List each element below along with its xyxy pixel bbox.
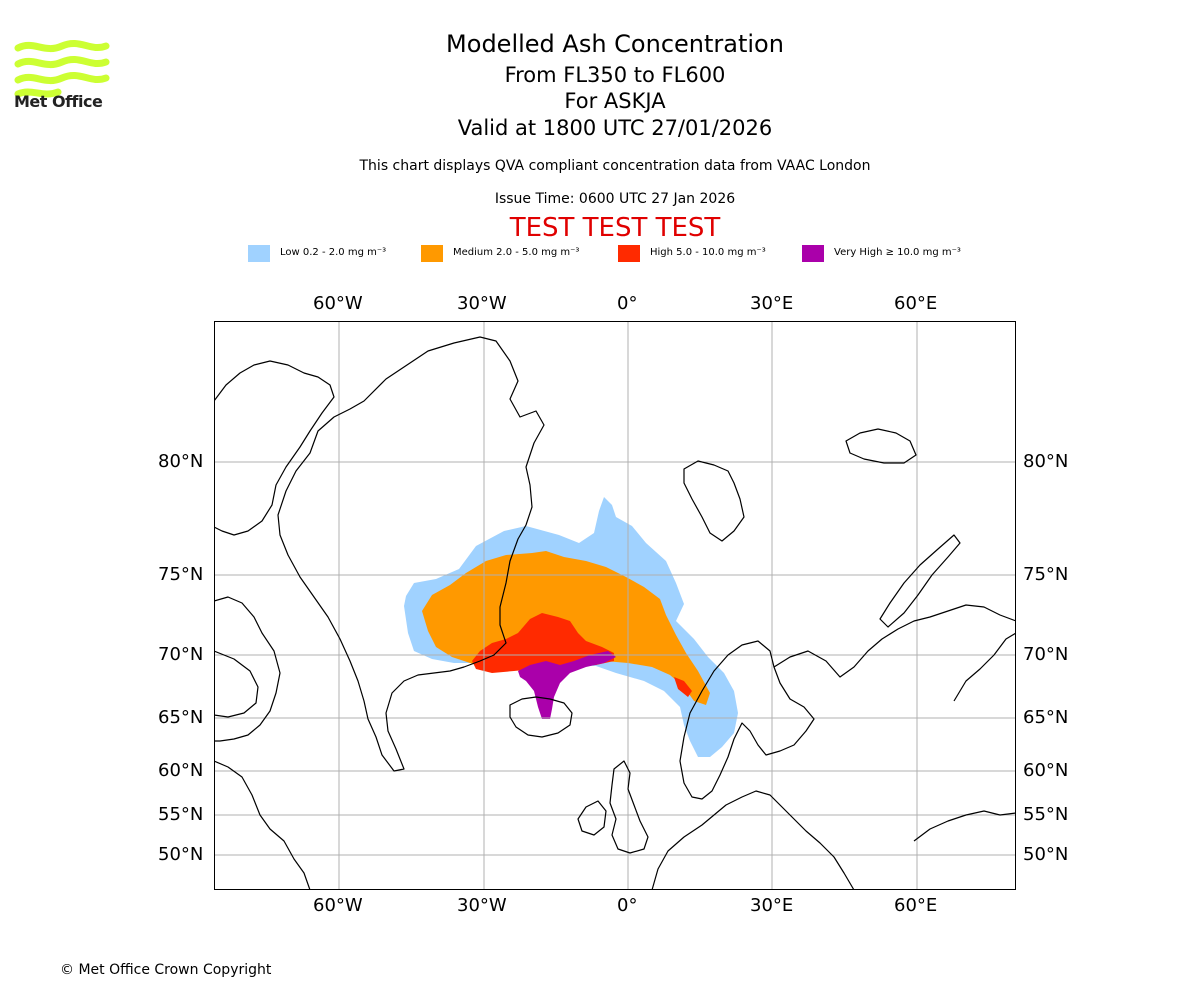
coast-franz-josef: [845, 428, 917, 464]
coast-novaya-zemlya: [879, 534, 961, 628]
lon-label-bottom: 60°W: [313, 895, 363, 916]
copyright-notice: © Met Office Crown Copyright: [60, 962, 272, 978]
flight-level-range: From FL350 to FL600: [504, 63, 726, 87]
lat-label-right: 60°N: [1023, 760, 1069, 781]
legend-swatch-medium: [421, 245, 443, 262]
coast-europe: [651, 790, 855, 890]
logo-text: Met Office: [14, 92, 103, 111]
met-office-logo-icon: [14, 39, 110, 98]
volcano-name: For ASKJA: [564, 89, 666, 113]
lat-label-right: 75°N: [1023, 564, 1069, 585]
lon-label-top: 0°: [617, 293, 638, 314]
coast-svalbard: [683, 460, 745, 542]
issue-time: Issue Time: 0600 UTC 27 Jan 2026: [494, 191, 736, 207]
coast-russia-far: [953, 632, 1016, 702]
ash-area-high: [472, 613, 614, 673]
ash-area-high: [674, 677, 692, 697]
lat-label-right: 65°N: [1023, 707, 1069, 728]
lat-label-right: 50°N: [1023, 844, 1069, 865]
legend-swatch-very-high: [802, 245, 824, 262]
legend-label-high: High 5.0 - 10.0 mg m⁻³: [650, 247, 766, 258]
lat-label-left: 60°N: [158, 760, 204, 781]
coast-canada-arctic: [214, 360, 335, 536]
lon-label-top: 30°W: [457, 293, 507, 314]
lon-label-bottom: 60°E: [894, 895, 938, 916]
coast-baffin: [214, 596, 281, 742]
lon-label-top: 30°E: [750, 293, 794, 314]
ash-area-very-high: [518, 651, 616, 719]
lat-label-left: 55°N: [158, 804, 204, 825]
coast-ireland: [577, 800, 607, 836]
graticule: [214, 321, 1016, 890]
coast-iceland: [509, 696, 573, 738]
legend-label-very-high: Very High ≥ 10.0 mg m⁻³: [834, 247, 961, 258]
lon-label-bottom: 30°W: [457, 895, 507, 916]
coast-great-britain: [609, 760, 649, 854]
ash-concentration-map: [214, 321, 1016, 890]
map-frame: [214, 321, 1016, 890]
lon-label-top: 60°E: [894, 293, 938, 314]
legend-label-medium: Medium 2.0 - 5.0 mg m⁻³: [453, 247, 580, 258]
coast-scandinavia: [679, 640, 815, 800]
lon-label-bottom: 30°E: [750, 895, 794, 916]
lon-label-bottom: 0°: [617, 895, 638, 916]
coast-russia-east: [913, 810, 1016, 842]
valid-time: Valid at 1800 UTC 27/01/2026: [457, 116, 773, 140]
coast-hudson: [214, 650, 259, 718]
legend-swatch-low: [248, 245, 270, 262]
legend-swatch-high: [618, 245, 640, 262]
lat-label-left: 75°N: [158, 564, 204, 585]
lat-label-left: 80°N: [158, 451, 204, 472]
lon-label-top: 60°W: [313, 293, 363, 314]
lat-label-right: 80°N: [1023, 451, 1069, 472]
lat-label-right: 55°N: [1023, 804, 1069, 825]
legend-label-low: Low 0.2 - 2.0 mg m⁻³: [280, 247, 387, 258]
chart-title: Modelled Ash Concentration: [446, 30, 784, 58]
lat-label-right: 70°N: [1023, 644, 1069, 665]
test-banner: TEST TEST TEST: [509, 213, 721, 243]
coast-russia: [773, 604, 1016, 678]
coast-labrador: [214, 760, 311, 890]
coast-greenland: [277, 336, 545, 772]
coastlines: [214, 336, 1016, 890]
lat-label-left: 65°N: [158, 707, 204, 728]
compliance-note: This chart displays QVA compliant concen…: [359, 158, 871, 174]
lat-label-left: 50°N: [158, 844, 204, 865]
lat-label-left: 70°N: [158, 644, 204, 665]
